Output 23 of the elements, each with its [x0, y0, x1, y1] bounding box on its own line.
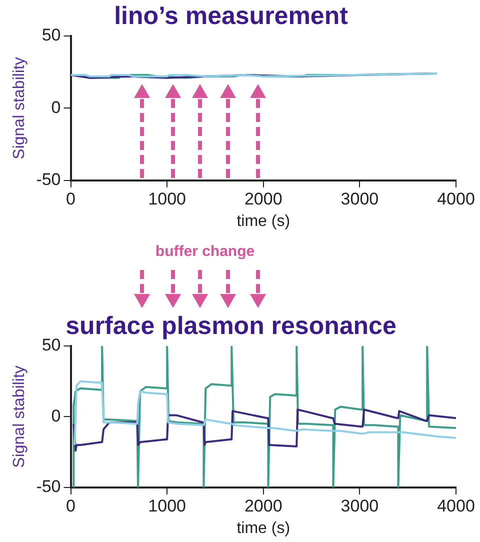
y-tick-label: 0	[51, 98, 61, 117]
y-tick-label: -50	[36, 477, 61, 496]
x-axis-title: time (s)	[236, 212, 290, 230]
x-axis-title: time (s)	[236, 520, 290, 537]
x-tick-label: 2000	[244, 496, 282, 516]
x-tick-label: 0	[66, 189, 76, 208]
x-tick-label: 1000	[148, 496, 186, 516]
chart-title: lino’s measurement	[114, 2, 349, 30]
y-tick-label: 0	[51, 406, 61, 426]
y-tick-label: 50	[42, 26, 61, 45]
x-tick-label: 1000	[148, 189, 186, 208]
chart-title: surface plasmon resonance	[66, 312, 396, 340]
text: buffer change	[154, 243, 256, 260]
y-tick-label: -50	[36, 170, 61, 190]
x-tick-label: 4000	[437, 189, 475, 208]
x-tick-label: 2000	[244, 189, 282, 208]
y-tick-label: 50	[42, 336, 61, 355]
y-axis-title: Signal stability	[11, 366, 28, 468]
x-tick-label: 3000	[340, 496, 379, 516]
x-tick-label: 0	[66, 496, 76, 516]
x-tick-label: 4000	[437, 496, 475, 516]
y-axis-title: Signal stability	[11, 57, 28, 160]
x-tick-label: 3000	[340, 189, 379, 208]
